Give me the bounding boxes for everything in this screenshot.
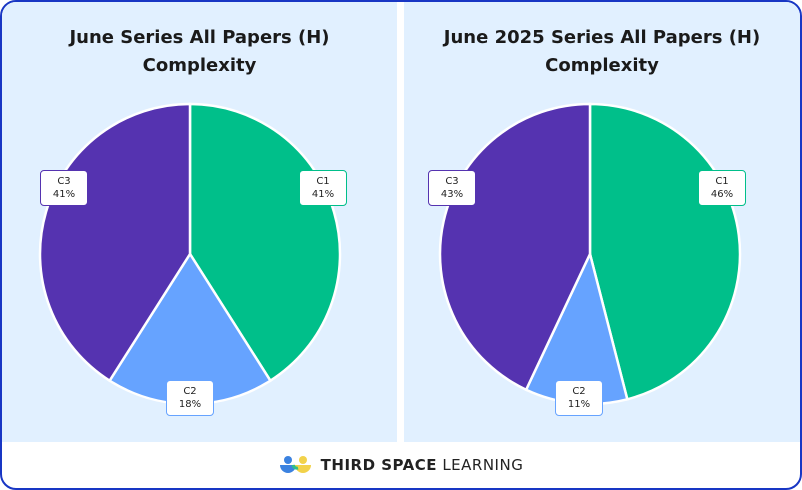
data-label-c2: C2 18% xyxy=(166,380,214,416)
label-category: C2 xyxy=(572,386,586,397)
chart-title: June Series All Papers (H) Complexity xyxy=(2,24,397,80)
pie-chart xyxy=(38,102,342,406)
label-category: C2 xyxy=(183,386,197,397)
label-value: 46% xyxy=(710,189,734,200)
label-category: C1 xyxy=(316,176,330,187)
third-space-learning-logo-icon xyxy=(279,456,311,473)
title-line-1: June 2025 Series All Papers (H) xyxy=(443,27,761,48)
pie-slice-c3 xyxy=(438,102,592,392)
data-label-c2: C2 11% xyxy=(555,380,603,416)
data-label-c1: C1 41% xyxy=(299,170,347,206)
label-category: C1 xyxy=(715,176,729,187)
brand-bold: THIRD SPACE xyxy=(320,456,438,474)
data-label-c3: C3 43% xyxy=(428,170,476,206)
title-line-1: June Series All Papers (H) xyxy=(69,27,330,48)
brand-name: THIRD SPACE LEARNING xyxy=(321,456,524,474)
chart-panel-1: June Series All Papers (H) Complexity C1… xyxy=(2,2,397,442)
data-label-c1: C1 46% xyxy=(698,170,746,206)
chart-panel-2: June 2025 Series All Papers (H) Complexi… xyxy=(404,2,800,442)
label-category: C3 xyxy=(445,176,459,187)
footer: THIRD SPACE LEARNING xyxy=(2,450,800,480)
label-value: 11% xyxy=(567,399,591,410)
data-label-c3: C3 41% xyxy=(40,170,88,206)
label-value: 41% xyxy=(52,189,76,200)
title-line-2: Complexity xyxy=(545,55,659,76)
label-value: 41% xyxy=(311,189,335,200)
label-value: 18% xyxy=(178,399,202,410)
title-line-2: Complexity xyxy=(142,55,257,76)
chart-title: June 2025 Series All Papers (H) Complexi… xyxy=(404,24,800,80)
label-category: C3 xyxy=(57,176,71,187)
brand-light: LEARNING xyxy=(442,456,524,474)
label-value: 43% xyxy=(440,189,464,200)
pie-chart xyxy=(438,102,742,406)
